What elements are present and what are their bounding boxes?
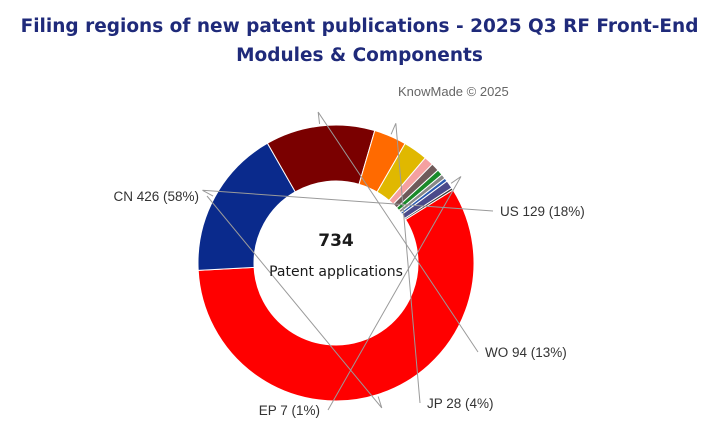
slice-label-cn: CN 426 (58%) [113, 189, 199, 204]
chart-credit: KnowMade © 2025 [398, 84, 509, 99]
center-total: 734 [318, 231, 354, 251]
slice-labels: CN 426 (58%) US 129 (18%) WO 94 (13%) JP 28… [113, 189, 584, 418]
leader-line-jp [390, 123, 421, 404]
leader-line-us [202, 189, 494, 212]
leader-line-wo [317, 111, 479, 353]
chart-title: Filing regions of new patent publication… [0, 12, 719, 70]
slice-label-jp: JP 28 (4%) [427, 396, 494, 411]
slice-cn [197, 189, 475, 402]
chart-title-line-1: Filing regions of new patent publication… [20, 16, 699, 37]
center-label: Patent applications [269, 264, 403, 280]
slice-label-us: US 129 (18%) [500, 204, 585, 219]
slice-label-wo: WO 94 (13%) [485, 345, 567, 360]
donut-slices [197, 124, 475, 402]
slice-label-ep: EP 7 (1%) [259, 403, 320, 418]
chart-title-line-2: Modules & Components [236, 45, 483, 66]
leader-line-cn [206, 195, 383, 409]
leader-line-ep [327, 176, 462, 411]
slice-other-11 [404, 187, 454, 221]
leader-lines [202, 111, 494, 411]
